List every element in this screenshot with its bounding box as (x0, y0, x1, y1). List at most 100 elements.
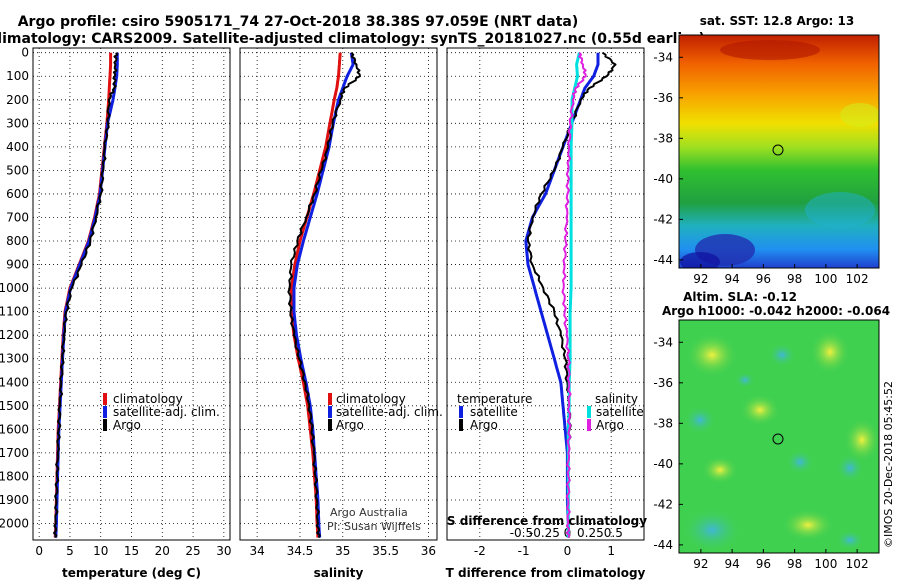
depth-tick-label: 1900 (0, 493, 29, 507)
legend-label-argo: Argo (336, 418, 364, 432)
depth-tick-label: 1800 (0, 469, 29, 483)
credit-argo-australia: Argo Australia (330, 506, 408, 519)
x-tick-label: 34.5 (287, 544, 314, 558)
legend-label-satellite: satellite-adj. clim. (336, 405, 443, 419)
lon-tick-label: 100 (814, 557, 837, 571)
x-tick-label: 1 (607, 544, 615, 558)
depth-tick-label: 1100 (0, 305, 29, 319)
depth-tick-label: 1400 (0, 375, 29, 389)
lat-tick-label: -42 (653, 497, 673, 511)
series-line-climatology (289, 52, 342, 538)
sst-map-axes: 92 94 96 98 100 102 -34 -36 -38 -40 -42 -44 (653, 50, 868, 286)
s-difference-title: S difference from climatology (447, 514, 647, 528)
x-tick-label: 5 (66, 544, 74, 558)
x-tick-label: 34 (249, 544, 264, 558)
depth-tick-label: 400 (6, 140, 29, 154)
s-tick-label: -0.5 (510, 526, 533, 540)
lon-tick-label: 100 (814, 272, 837, 286)
s-tick-label: 0.25 (577, 526, 604, 540)
salinity-panel: 34 34.5 35 35.5 36 salinity (239, 47, 438, 580)
lon-tick-label: 102 (846, 272, 869, 286)
lat-tick-label: -34 (653, 50, 673, 64)
depth-tick-label: 2000 (0, 517, 29, 531)
lon-tick-label: 94 (724, 557, 739, 571)
x-tick-label: -2 (474, 544, 486, 558)
s-tick-label: 0.5 (604, 526, 623, 540)
x-tick-label: 0 (35, 544, 43, 558)
s-tick-label: -0.25 (529, 526, 560, 540)
legend-label-climatology: climatology (336, 392, 406, 406)
lat-tick-label: -44 (653, 538, 673, 552)
x-tick-label: 25 (185, 544, 200, 558)
depth-tick-label: 1200 (0, 328, 29, 342)
title-line-2: Climatology: CARS2009. Satellite-adjuste… (0, 31, 705, 47)
x-tick-label: 30 (216, 544, 231, 558)
legend-label-satellite: satellite-adj. clim. (113, 405, 220, 419)
legend-label-t-argo: Argo (470, 418, 498, 432)
sst-map-title: sat. SST: 12.8 Argo: 13 (700, 14, 854, 28)
series-line-salinity-argo (561, 52, 587, 539)
float-marker-sst (772, 144, 784, 156)
legend-swatch-t-satellite (459, 406, 463, 418)
lat-tick-label: -44 (653, 253, 673, 267)
x-tick-label: 20 (155, 544, 170, 558)
legend-swatch-argo (103, 419, 107, 431)
x-tick-label: 36 (421, 544, 436, 558)
lat-tick-label: -36 (653, 91, 673, 105)
depth-tick-label: 500 (6, 163, 29, 177)
depth-tick-label: 600 (6, 187, 29, 201)
difference-legend: temperature satellite Argo salinity sate… (457, 392, 644, 432)
x-tick-label: 35.5 (372, 544, 399, 558)
legend-swatch-argo (328, 419, 332, 431)
lon-tick-label: 96 (756, 272, 771, 286)
sla-map-title-2: Argo h1000: -0.042 h2000: -0.064 (662, 304, 890, 318)
x-axis-label: T difference from climatology (446, 566, 646, 580)
sla-map (679, 320, 879, 553)
salinity-legend: climatology satellite-adj. clim. Argo (328, 392, 443, 432)
depth-tick-label: 300 (6, 116, 29, 130)
legend-swatch-s-argo (587, 419, 591, 431)
float-marker-sla (772, 433, 784, 445)
legend-label-t-satellite: satellite (470, 405, 518, 419)
sla-map-title-1: Altim. SLA: -0.12 (683, 290, 797, 304)
legend-swatch-t-argo (459, 419, 463, 431)
x-tick-label: 10 (93, 544, 108, 558)
legend-swatch-satellite (328, 406, 332, 418)
legend-label-s-satellite: satellite (596, 405, 644, 419)
lat-tick-label: -40 (653, 457, 673, 471)
lat-tick-label: -38 (653, 131, 673, 145)
depth-tick-label: 100 (6, 69, 29, 83)
plot-frame (32, 47, 231, 541)
depth-tick-label: 700 (6, 210, 29, 224)
series-line-argo (53, 52, 119, 539)
legend-swatch-satellite (103, 406, 107, 418)
legend-title-salinity: salinity (595, 392, 638, 406)
sst-map (679, 35, 879, 268)
x-tick-label: 15 (124, 544, 139, 558)
depth-tick-label: 900 (6, 258, 29, 272)
temperature-panel: 0 5 10 15 20 25 30 temperature (deg C) (32, 47, 231, 580)
lon-tick-label: 98 (787, 557, 802, 571)
legend-label-argo: Argo (113, 418, 141, 432)
depth-tick-label: 1300 (0, 352, 29, 366)
title-line-1: Argo profile: csiro 5905171_74 27-Oct-20… (18, 14, 579, 30)
x-axis-label: salinity (314, 566, 364, 580)
footer-credit: ©IMOS 20-Dec-2018 05:45:52 (882, 381, 895, 548)
depth-tick-label: 800 (6, 234, 29, 248)
plot-frame (239, 47, 438, 541)
depth-tick-label: 1000 (0, 281, 29, 295)
lon-tick-label: 96 (756, 557, 771, 571)
temperature-legend: climatology satellite-adj. clim. Argo (103, 392, 220, 432)
lat-tick-label: -38 (653, 416, 673, 430)
legend-swatch-climatology (103, 393, 107, 405)
legend-swatch-s-satellite (587, 406, 591, 418)
depth-tick-label: 0 (21, 46, 29, 60)
legend-swatch-climatology (328, 393, 332, 405)
series-line-argo (287, 52, 361, 538)
lon-tick-label: 94 (724, 272, 739, 286)
lon-tick-label: 102 (846, 557, 869, 571)
lon-tick-label: 92 (693, 272, 708, 286)
x-tick-label: 35 (335, 544, 350, 558)
depth-tick-label: 1600 (0, 422, 29, 436)
